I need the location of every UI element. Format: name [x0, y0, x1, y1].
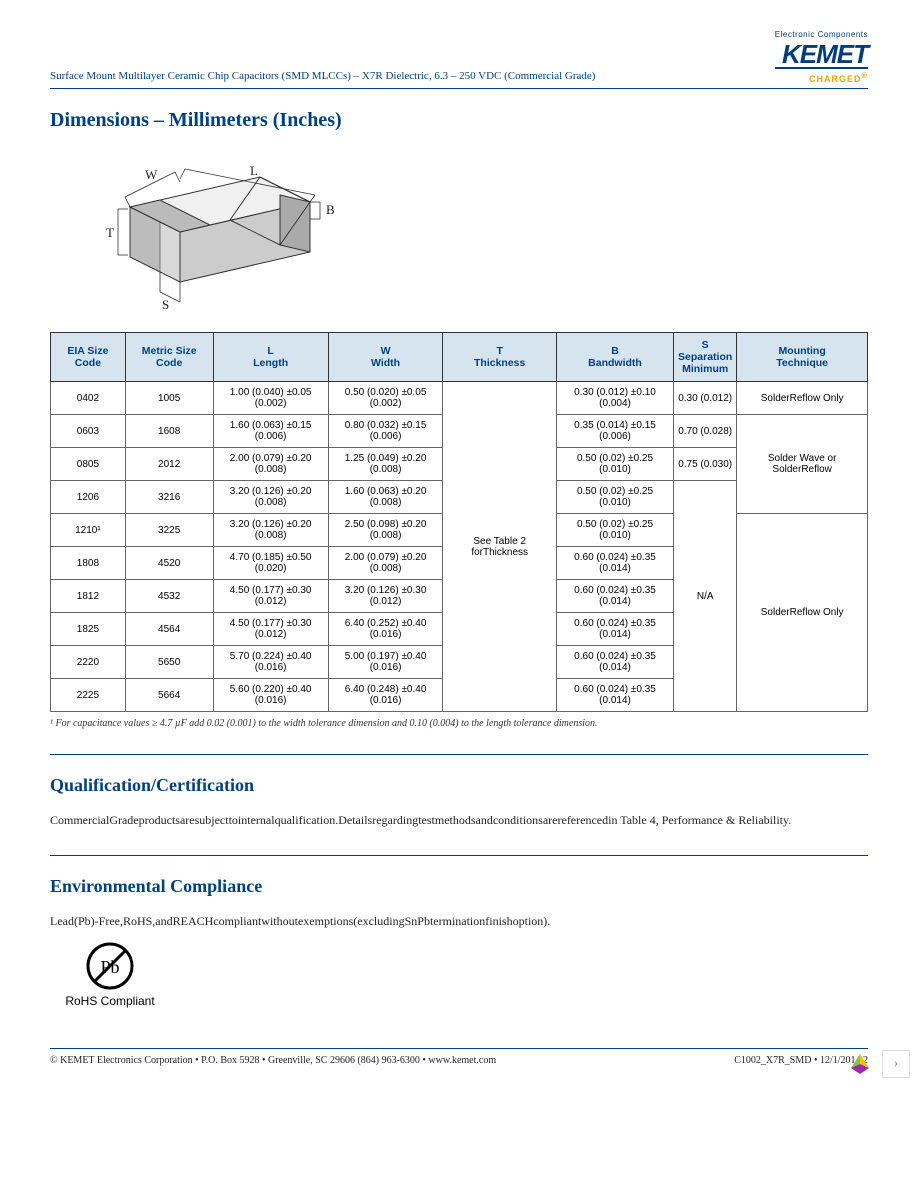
- table-cell: 2012: [125, 448, 213, 481]
- doc-title: Surface Mount Multilayer Ceramic Chip Ca…: [50, 30, 775, 82]
- th-metric: Metric Size Code: [125, 333, 213, 382]
- dimensions-heading: Dimensions – Millimeters (Inches): [50, 109, 868, 132]
- dimensions-table: EIA Size Code Metric Size Code LLength W…: [50, 332, 868, 712]
- chip-dimension-diagram: W L B T S: [70, 147, 868, 317]
- rohs-label: RoHS Compliant: [65, 994, 154, 1008]
- table-cell: 2225: [51, 679, 126, 712]
- table-cell: 5650: [125, 646, 213, 679]
- table-cell: 0.60 (0.024) ±0.35 (0.014): [556, 646, 673, 679]
- table-cell: 0.30 (0.012) ±0.10 (0.004): [556, 382, 673, 415]
- table-cell: 3.20 (0.126) ±0.20 (0.008): [213, 481, 328, 514]
- th-bandwidth: BBandwidth: [556, 333, 673, 382]
- table-cell: 1825: [51, 613, 126, 646]
- table-cell: 2.50 (0.098) ±0.20 (0.008): [328, 514, 443, 547]
- svg-text:Pb: Pb: [100, 957, 119, 977]
- table-cell: 0.35 (0.014) ±0.15 (0.006): [556, 415, 673, 448]
- viewer-controls: ›: [848, 1050, 910, 1078]
- table-cell: 1210¹: [51, 514, 126, 547]
- app-icon: [848, 1052, 872, 1076]
- next-page-button[interactable]: ›: [882, 1050, 910, 1078]
- th-separation: SSeparationMinimum: [674, 333, 737, 382]
- table-cell: 6.40 (0.252) ±0.40 (0.016): [328, 613, 443, 646]
- brand-logo: Electronic Components KEMET CHARGED®: [775, 30, 868, 84]
- table-cell: 1808: [51, 547, 126, 580]
- table-cell: 4520: [125, 547, 213, 580]
- logo-tagline: CHARGED®: [775, 71, 868, 84]
- table-cell: 3.20 (0.126) ±0.30 (0.012): [328, 580, 443, 613]
- table-cell: 0.60 (0.024) ±0.35 (0.014): [556, 547, 673, 580]
- logo-topline: Electronic Components: [775, 30, 868, 39]
- environmental-heading: Environmental Compliance: [50, 876, 868, 897]
- svg-text:T: T: [106, 225, 114, 240]
- svg-text:L: L: [250, 163, 258, 178]
- environmental-text: Lead(Pb)-Free,RoHS,andREACHcompliantwith…: [50, 912, 868, 931]
- table-cell: 0.60 (0.024) ±0.35 (0.014): [556, 613, 673, 646]
- table-cell: SolderReflow Only: [737, 514, 868, 712]
- table-cell: 0.70 (0.028): [674, 415, 737, 448]
- svg-text:B: B: [326, 202, 335, 217]
- table-cell: 0.80 (0.032) ±0.15 (0.006): [328, 415, 443, 448]
- table-cell: 6.40 (0.248) ±0.40 (0.016): [328, 679, 443, 712]
- table-cell: 1206: [51, 481, 126, 514]
- table-cell: 4564: [125, 613, 213, 646]
- table-cell: 0603: [51, 415, 126, 448]
- table-cell: 4.50 (0.177) ±0.30 (0.012): [213, 580, 328, 613]
- table-cell: 0.60 (0.024) ±0.35 (0.014): [556, 679, 673, 712]
- th-eia: EIA Size Code: [51, 333, 126, 382]
- table-cell: 0.50 (0.02) ±0.25 (0.010): [556, 481, 673, 514]
- table-cell: 0.50 (0.02) ±0.25 (0.010): [556, 514, 673, 547]
- table-cell: 5.00 (0.197) ±0.40 (0.016): [328, 646, 443, 679]
- table-cell: 4532: [125, 580, 213, 613]
- rohs-badge: Pb RoHS Compliant: [50, 941, 170, 1008]
- header-rule: [50, 88, 868, 89]
- table-cell: 0.60 (0.024) ±0.35 (0.014): [556, 580, 673, 613]
- table-row: 040210051.00 (0.040) ±0.05 (0.002)0.50 (…: [51, 382, 868, 415]
- table-cell: Solder Wave or SolderReflow: [737, 415, 868, 514]
- table-cell: 0805: [51, 448, 126, 481]
- table-cell: 0.50 (0.020) ±0.05 (0.002): [328, 382, 443, 415]
- th-length: LLength: [213, 333, 328, 382]
- th-mounting: MountingTechnique: [737, 333, 868, 382]
- table-cell: 5.60 (0.220) ±0.40 (0.016): [213, 679, 328, 712]
- table-cell: 2220: [51, 646, 126, 679]
- qualification-text: CommercialGradeproductsaresubjecttointer…: [50, 811, 868, 830]
- table-cell: 1005: [125, 382, 213, 415]
- table-cell: 3216: [125, 481, 213, 514]
- table-cell: 0.75 (0.030): [674, 448, 737, 481]
- table-cell: 4.50 (0.177) ±0.30 (0.012): [213, 613, 328, 646]
- qualification-heading: Qualification/Certification: [50, 775, 868, 796]
- svg-text:S: S: [162, 297, 169, 312]
- pb-free-icon: Pb: [85, 941, 135, 991]
- table-cell: 0.30 (0.012): [674, 382, 737, 415]
- section-rule-2: [50, 855, 868, 856]
- table-cell: 1608: [125, 415, 213, 448]
- table-cell: 0402: [51, 382, 126, 415]
- table-cell: 2.00 (0.079) ±0.20 (0.008): [328, 547, 443, 580]
- th-width: WWidth: [328, 333, 443, 382]
- table-cell: 3.20 (0.126) ±0.20 (0.008): [213, 514, 328, 547]
- page-footer: © KEMET Electronics Corporation • P.O. B…: [50, 1049, 868, 1066]
- table-cell: 1812: [51, 580, 126, 613]
- th-thickness: TThickness: [443, 333, 557, 382]
- table-cell: See Table 2 forThickness: [443, 382, 557, 712]
- table-cell: 2.00 (0.079) ±0.20 (0.008): [213, 448, 328, 481]
- table-cell: 1.00 (0.040) ±0.05 (0.002): [213, 382, 328, 415]
- table-footnote: ¹ For capacitance values ≥ 4.7 µF add 0.…: [50, 718, 868, 729]
- table-cell: 4.70 (0.185) ±0.50 (0.020): [213, 547, 328, 580]
- table-cell: N/A: [674, 481, 737, 712]
- svg-text:W: W: [145, 167, 158, 182]
- section-rule-1: [50, 754, 868, 755]
- logo-main: KEMET: [775, 41, 868, 69]
- page-header: Surface Mount Multilayer Ceramic Chip Ca…: [50, 30, 868, 84]
- table-cell: 5.70 (0.224) ±0.40 (0.016): [213, 646, 328, 679]
- table-cell: 0.50 (0.02) ±0.25 (0.010): [556, 448, 673, 481]
- footer-left: © KEMET Electronics Corporation • P.O. B…: [50, 1055, 496, 1066]
- table-cell: 5664: [125, 679, 213, 712]
- table-cell: 1.60 (0.063) ±0.20 (0.008): [328, 481, 443, 514]
- table-cell: 3225: [125, 514, 213, 547]
- table-cell: 1.60 (0.063) ±0.15 (0.006): [213, 415, 328, 448]
- table-cell: 1.25 (0.049) ±0.20 (0.008): [328, 448, 443, 481]
- table-cell: SolderReflow Only: [737, 382, 868, 415]
